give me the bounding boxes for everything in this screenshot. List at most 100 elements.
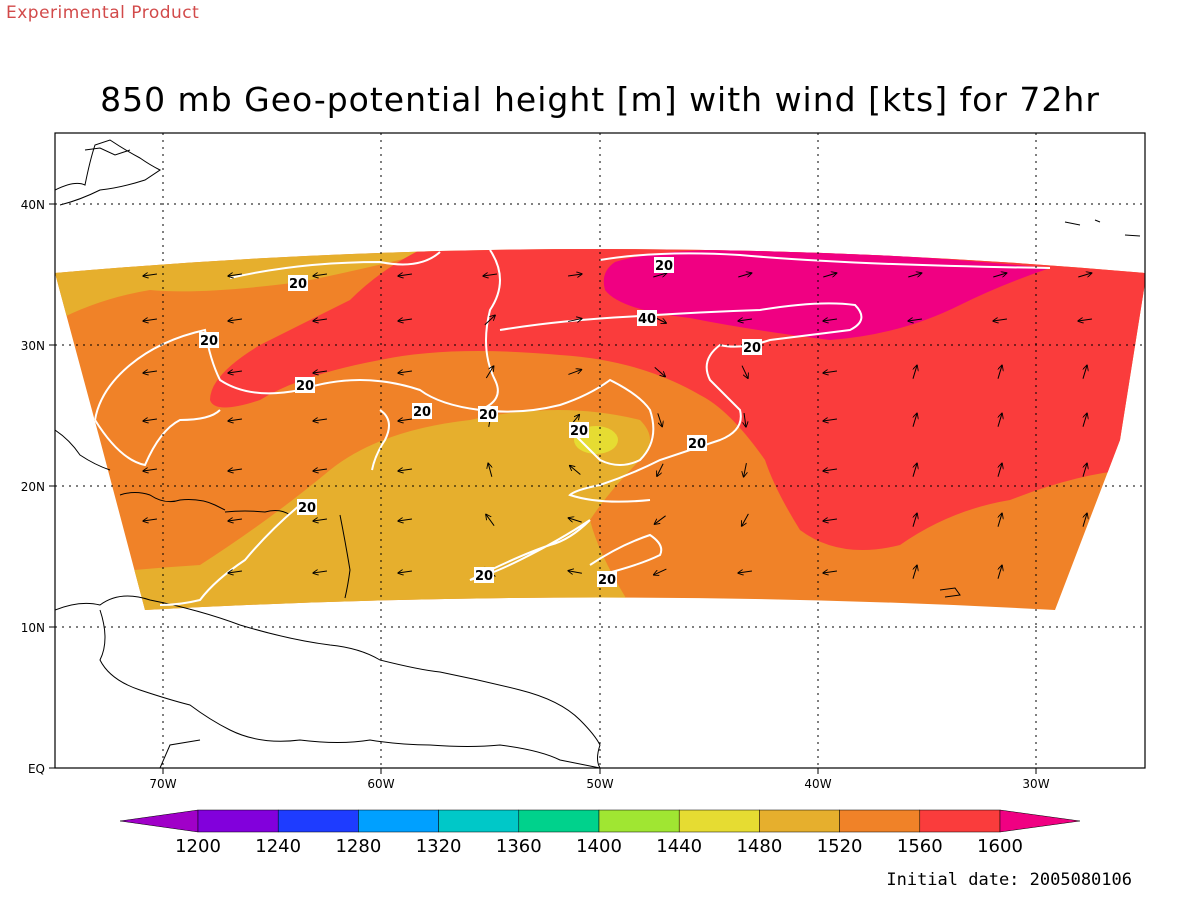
y-tick-label: 30N xyxy=(21,339,45,353)
wind-arrow xyxy=(823,519,837,521)
wind-arrow xyxy=(486,514,495,526)
wind-arrow xyxy=(143,274,157,276)
wind-arrow xyxy=(744,412,746,427)
y-tick-label: 10N xyxy=(21,621,45,635)
wind-arrow xyxy=(398,371,412,373)
height-field xyxy=(55,249,1145,610)
colorbar-segment xyxy=(759,809,840,833)
contour-label: 20 xyxy=(742,339,762,356)
svg-text:20: 20 xyxy=(289,277,307,292)
contour-label: 20 xyxy=(687,435,707,452)
contour-label: 20 xyxy=(654,257,674,274)
wind-arrow xyxy=(823,571,837,573)
axis-ticks xyxy=(49,203,1037,774)
colorbar-segment xyxy=(197,809,279,833)
wind-arrow xyxy=(997,513,1002,527)
colorbar-segment xyxy=(678,809,760,833)
wind-arrow xyxy=(568,571,582,574)
wind-arrow xyxy=(485,366,493,379)
colorbar-label: 1200 xyxy=(175,836,221,857)
colorbar-segment xyxy=(518,809,600,833)
wind-arrow xyxy=(653,273,666,278)
wind-arrow xyxy=(1082,365,1087,379)
x-tick-label: 60W xyxy=(367,777,394,791)
colorbar-max-arrow xyxy=(999,809,1081,833)
wind-arrow xyxy=(993,319,1007,321)
wind-contours xyxy=(94,249,1051,606)
wind-arrow xyxy=(313,469,327,471)
colorbar-segment xyxy=(438,809,520,833)
chart-title: 850 mb Geo-potential height [m] with win… xyxy=(100,80,1100,119)
wind-arrow xyxy=(1078,319,1092,321)
colorbar-segment xyxy=(277,809,359,833)
wind-arrow xyxy=(997,413,1002,427)
x-tick-label: 70W xyxy=(149,777,176,791)
wind-arrow xyxy=(398,519,412,521)
y-axis-labels: EQ 10N 20N 30N 40N xyxy=(21,198,45,776)
contour-label: 20 xyxy=(478,406,498,423)
wind-arrow xyxy=(483,274,497,276)
initial-date: Initial date: 2005080106 xyxy=(886,870,1132,890)
wind-arrow xyxy=(1082,513,1087,527)
svg-text:20: 20 xyxy=(475,569,493,584)
contour-label: 20 xyxy=(295,377,315,394)
svg-text:20: 20 xyxy=(200,334,218,349)
wind-arrow xyxy=(568,274,582,276)
wind-arrow xyxy=(657,413,662,426)
wind-arrow xyxy=(993,273,1006,278)
colorbar-label: 1320 xyxy=(416,836,462,857)
wind-arrow xyxy=(228,519,242,521)
x-tick-label: 50W xyxy=(586,777,613,791)
contour-label: 20 xyxy=(199,332,219,349)
contour-label: 40 xyxy=(637,310,657,327)
lat-lon-grid xyxy=(55,133,1145,768)
svg-text:20: 20 xyxy=(655,259,673,274)
wind-arrow xyxy=(654,515,666,524)
wind-arrow xyxy=(738,319,752,321)
wind-arrow xyxy=(1078,273,1091,278)
x-axis-labels: 70W 60W 50W 40W 30W xyxy=(149,777,1049,791)
y-tick-label: EQ xyxy=(28,762,45,776)
colorbar-label: 1520 xyxy=(817,836,863,857)
wind-arrow xyxy=(398,319,412,321)
wind-arrow xyxy=(313,274,327,276)
svg-text:20: 20 xyxy=(296,379,314,394)
wind-arrow xyxy=(997,565,1002,579)
colorbar-label: 1480 xyxy=(736,836,782,857)
wind-arrow xyxy=(823,319,837,321)
wind-arrow xyxy=(313,371,327,373)
contour-label: 20 xyxy=(412,403,432,420)
wind-arrow xyxy=(398,571,412,573)
colorbar-segment xyxy=(839,809,921,833)
wind-arrow xyxy=(568,370,581,375)
wind-arrow xyxy=(912,513,917,527)
wind-arrow xyxy=(908,319,922,321)
colorbar-label: 1560 xyxy=(897,836,943,857)
y-tick-label: 40N xyxy=(21,198,45,212)
y-tick-label: 20N xyxy=(21,480,45,494)
x-tick-label: 40W xyxy=(804,777,831,791)
colorbar-label: 1400 xyxy=(576,836,622,857)
wind-arrow xyxy=(143,519,157,521)
wind-arrow xyxy=(228,371,242,373)
svg-text:20: 20 xyxy=(743,341,761,356)
colorbar-label: 1360 xyxy=(496,836,542,857)
svg-text:20: 20 xyxy=(598,573,616,588)
wind-arrow xyxy=(570,466,581,475)
colorbar-label: 1280 xyxy=(335,836,381,857)
contour-labels: 20 20 20 20 20 20 20 20 20 40 20 20 20 xyxy=(199,257,762,588)
wind-arrow xyxy=(738,571,752,573)
colorbar-label: 1440 xyxy=(656,836,702,857)
svg-text:20: 20 xyxy=(298,501,316,516)
contour-label: 20 xyxy=(569,422,589,439)
wind-arrow xyxy=(997,365,1002,379)
wind-arrow xyxy=(742,513,749,526)
wind-arrow xyxy=(823,273,836,278)
wind-arrow xyxy=(313,319,327,321)
wind-arrow xyxy=(1082,463,1087,477)
wind-arrow xyxy=(484,315,495,326)
wind-arrow xyxy=(738,273,751,278)
wind-arrow xyxy=(997,463,1002,477)
svg-text:20: 20 xyxy=(688,437,706,452)
